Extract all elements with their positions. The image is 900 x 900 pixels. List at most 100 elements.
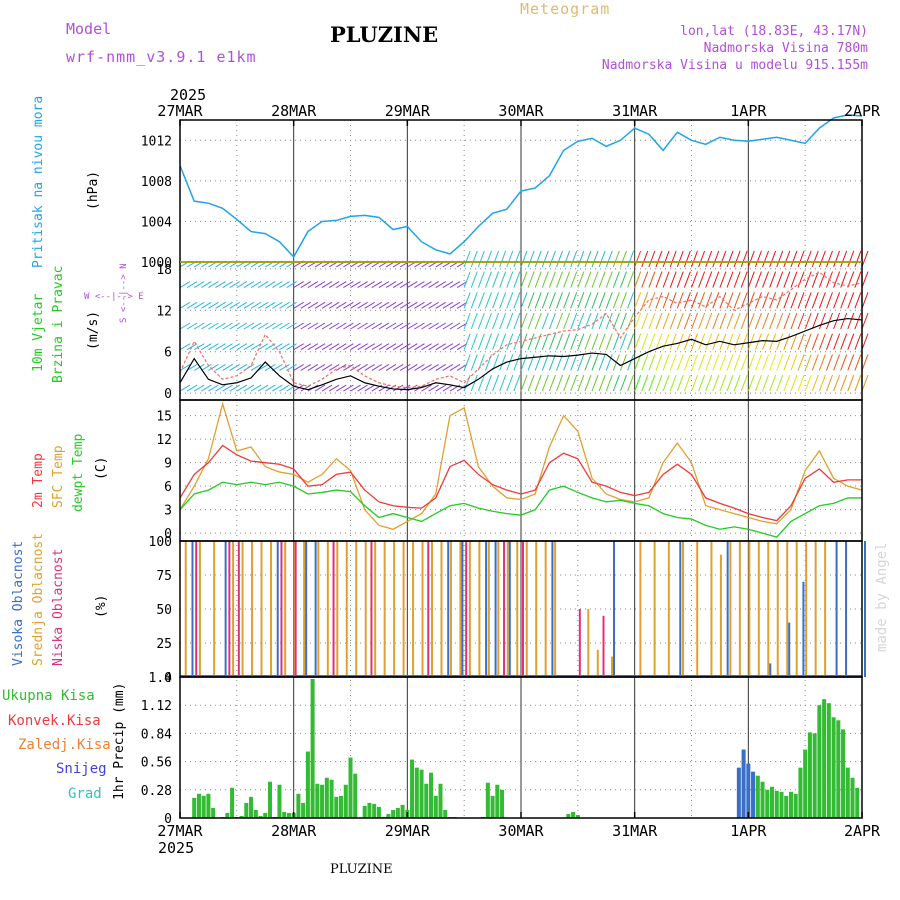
wind-barb — [236, 322, 248, 330]
wind-barb — [499, 271, 507, 288]
wind-barb — [456, 343, 468, 351]
wind-barb — [548, 374, 556, 392]
wind-barb — [449, 322, 461, 330]
cloud-low-bar — [228, 541, 231, 677]
wind-barb — [641, 271, 649, 288]
wind-barb — [740, 354, 748, 371]
wind-barb — [563, 333, 571, 350]
wind-barb — [698, 292, 706, 309]
precip-bar — [258, 815, 263, 818]
precip-bar — [339, 795, 344, 818]
wind-barb — [392, 384, 404, 392]
wind-barb — [378, 363, 390, 371]
wind-barb — [740, 333, 748, 350]
wind-barb — [279, 281, 290, 289]
precip-bar — [495, 784, 500, 818]
wind-barb — [485, 250, 492, 268]
wind-barb — [378, 384, 390, 392]
wind-barb — [570, 333, 578, 350]
wind-barb — [336, 281, 347, 289]
wind-barb — [222, 281, 233, 289]
wind-barb — [257, 281, 269, 289]
wind-barb — [520, 271, 528, 288]
wind-barb — [698, 250, 706, 268]
precip-bar — [253, 809, 258, 818]
wind-barb — [634, 250, 642, 268]
precip-bar — [836, 720, 841, 818]
temp-dew-label: dewpt Temp — [71, 434, 86, 512]
wind-barb — [442, 343, 454, 351]
precip-bar — [267, 781, 272, 818]
wind-barb — [350, 384, 361, 392]
wind-barb — [854, 271, 862, 288]
precip-bar — [301, 802, 306, 818]
precip-bar — [249, 796, 254, 818]
wind-barb — [762, 312, 770, 330]
wind-barb — [840, 271, 848, 288]
wind-barb — [470, 292, 478, 309]
wind-barb — [407, 384, 418, 392]
wind-barb — [279, 343, 290, 351]
wind-barb — [336, 384, 347, 392]
wind-barb — [712, 250, 720, 268]
wind-barb — [719, 374, 727, 392]
wind-barb — [520, 374, 528, 392]
wind-barb — [286, 301, 297, 309]
cloud-low-bar — [602, 615, 605, 677]
cloud-mid-bar — [269, 541, 272, 677]
precip-bar — [850, 777, 855, 818]
wind-barb — [676, 250, 684, 268]
precip-bar — [225, 812, 230, 818]
wind-barb — [492, 292, 500, 309]
cloud-mid-bar — [232, 541, 235, 677]
cloud-mid-bar — [710, 541, 713, 677]
wind-barb — [179, 301, 191, 309]
wind-barb — [179, 322, 191, 330]
wind-barb — [456, 301, 468, 309]
precip-bar — [410, 759, 415, 818]
cloud-mid-bar — [776, 541, 779, 677]
wind-barb — [470, 312, 478, 330]
wind-barb — [463, 292, 471, 309]
wind-barb — [797, 333, 805, 350]
wind-barb — [257, 343, 269, 351]
wind-barb — [236, 281, 248, 289]
wind-barb — [314, 322, 326, 330]
wind-barb — [577, 374, 585, 392]
wind-barb — [378, 322, 390, 330]
wind-barb — [797, 354, 805, 371]
wind-barb — [499, 374, 507, 392]
wind-unit: (m/s) — [86, 311, 101, 350]
wind-barb — [847, 333, 855, 350]
wind-barb — [712, 292, 720, 309]
wind-barb — [435, 384, 447, 392]
wind-barb — [605, 271, 613, 288]
wind-barb — [683, 354, 691, 371]
precip-bar — [831, 717, 836, 818]
wind-barb — [435, 301, 447, 309]
precip-tick-label: 0 — [164, 812, 172, 827]
wind-barb — [747, 271, 755, 288]
pressure-label: Pritisak na nivou mora — [31, 96, 46, 268]
wind-barb — [783, 333, 791, 350]
wind-barb — [300, 322, 312, 330]
wind-barb — [833, 271, 841, 288]
wind-barb — [804, 292, 812, 309]
wind-barb — [648, 271, 656, 288]
cloud-high-bar — [508, 541, 511, 677]
wind-barb — [357, 363, 368, 371]
wind-barb — [740, 292, 748, 309]
wind-barb — [385, 322, 397, 330]
model-label: Model — [66, 20, 112, 38]
wind-barb — [605, 333, 613, 350]
wind-barb — [712, 271, 720, 288]
wind-barb — [343, 384, 354, 392]
wind-barb — [669, 374, 677, 392]
wind-barb — [328, 281, 340, 289]
cloud-mid-bar — [421, 541, 424, 677]
wind-barb — [442, 363, 454, 371]
date-label-top: 27MAR — [157, 102, 203, 120]
wind-barb — [826, 374, 833, 392]
wind-barb — [740, 250, 748, 268]
wind-barb — [634, 271, 642, 288]
